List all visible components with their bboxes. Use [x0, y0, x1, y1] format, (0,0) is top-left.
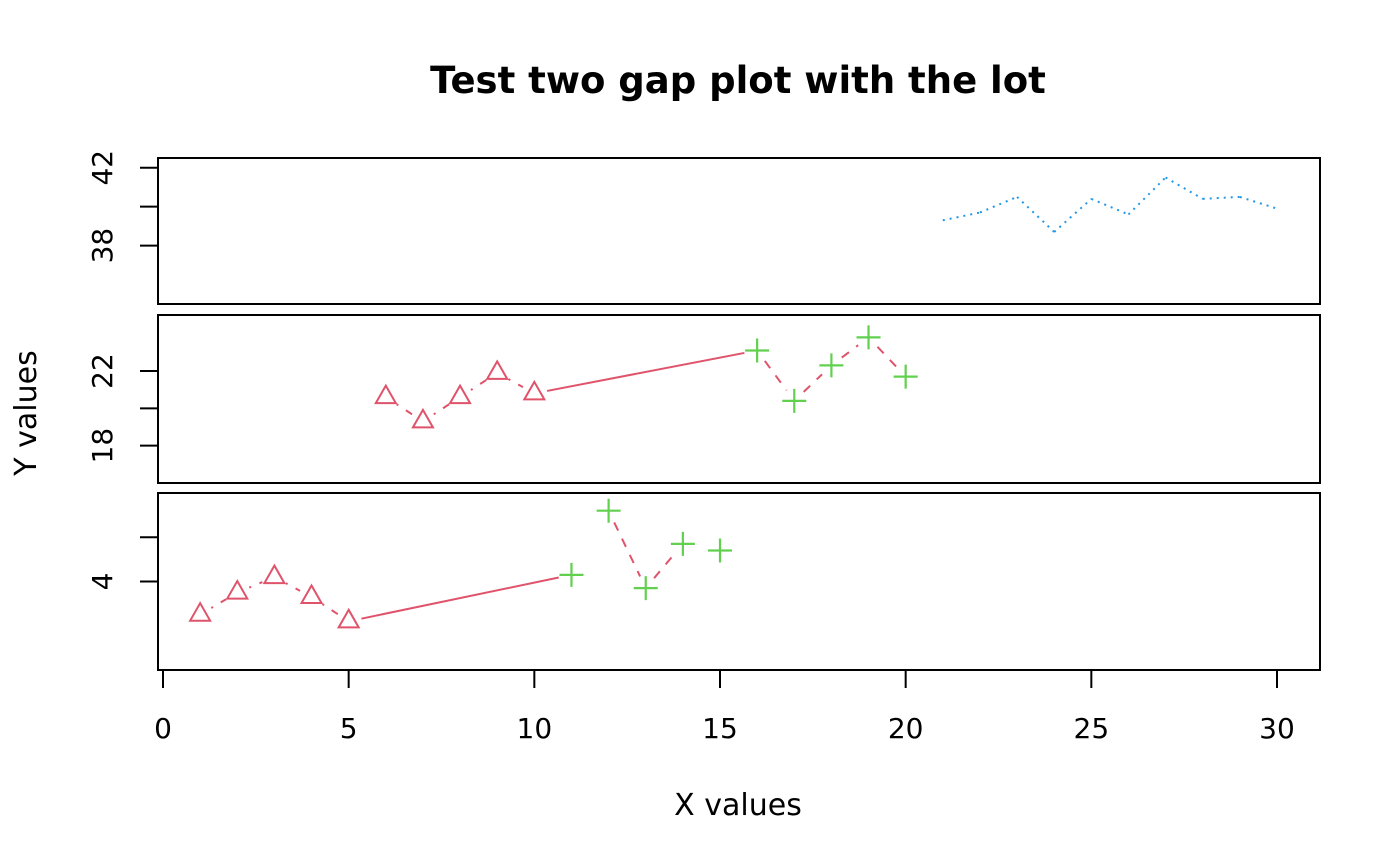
- y-tick-label-42: 42: [86, 150, 119, 186]
- data-point-triangle-2: [225, 579, 249, 600]
- x-tick-label-25: 25: [1074, 712, 1110, 745]
- data-point-plus-12: [596, 498, 621, 523]
- y-tick-label-4: 4: [86, 573, 119, 591]
- series-2-segment-2: [1016, 196, 1055, 233]
- series-2-segment-0: [942, 211, 981, 222]
- x-tick-label-15: 15: [702, 712, 738, 745]
- series-0-segment-6: [433, 403, 450, 416]
- data-point-triangle-5: [336, 607, 361, 629]
- series-0-segment-3: [321, 603, 339, 616]
- x-axis: 0 5 10 15 20 25 30: [154, 669, 1295, 745]
- x-tick-label-20: 20: [888, 712, 924, 745]
- series-0-segment-5: [396, 403, 413, 416]
- x-tick-label-0: 0: [154, 712, 172, 745]
- series-0-segment-8: [508, 378, 524, 388]
- data-point-triangle-8: [448, 383, 472, 405]
- series-2-segment-8: [1239, 195, 1278, 210]
- panel-frame-middle: [157, 314, 1321, 484]
- data-point-triangle-3: [262, 563, 287, 585]
- connector-line-7: [876, 346, 898, 368]
- panel-frame-upper: [157, 157, 1321, 305]
- connector-line-5: [802, 373, 823, 393]
- data-point-plus-13: [633, 576, 658, 601]
- connector-line-4: [764, 360, 788, 391]
- data-point-triangle-4: [299, 583, 324, 604]
- x-tick-label-10: 10: [517, 712, 553, 745]
- series-2-segment-7: [1202, 195, 1240, 200]
- x-tick-label-30: 30: [1259, 712, 1295, 745]
- series-2-segment-5: [1127, 176, 1167, 216]
- series-2-segment-1: [979, 196, 1018, 214]
- plot-panels: 4 18 22 38 42: [86, 150, 1321, 671]
- y-axis-label: Y values: [9, 350, 44, 476]
- data-point-triangle-1: [188, 601, 212, 622]
- data-point-plus-18: [819, 353, 844, 378]
- connector-line-2: [613, 521, 642, 577]
- y-tick-label-22: 22: [86, 353, 119, 389]
- data-point-plus-17: [782, 388, 807, 413]
- y-tick-label-18: 18: [86, 428, 119, 464]
- series-0-segment-1: [248, 581, 263, 589]
- series-0-segment-7: [470, 379, 487, 391]
- connector-line-6: [841, 344, 859, 359]
- series-2-segment-3: [1053, 198, 1092, 233]
- data-point-plus-15: [708, 538, 732, 563]
- data-point-triangle-6: [374, 383, 398, 405]
- connector-line-1: [546, 351, 745, 392]
- data-point-triangle-7: [411, 407, 435, 429]
- data-point-plus-16: [745, 338, 770, 363]
- series-0-segment-0: [210, 598, 227, 609]
- data-point-plus-19: [856, 325, 881, 350]
- x-axis-label: X values: [674, 788, 802, 823]
- y-tick-label-38: 38: [86, 228, 119, 264]
- connector-line-0: [361, 576, 559, 620]
- data-point-plus-14: [670, 531, 695, 556]
- series-2-segment-6: [1165, 176, 1204, 200]
- x-tick-label-5: 5: [340, 712, 358, 745]
- series-0-segment-2: [285, 582, 301, 592]
- data-point-triangle-10: [522, 379, 547, 401]
- chart-title: Test two gap plot with the lot: [430, 59, 1046, 102]
- panel-frame-lower: [157, 492, 1321, 671]
- connector-line-3: [653, 553, 676, 579]
- data-point-triangle-9: [485, 359, 509, 380]
- data-point-plus-11: [559, 562, 584, 587]
- data-point-plus-20: [893, 364, 918, 389]
- series-2-segment-4: [1090, 197, 1129, 216]
